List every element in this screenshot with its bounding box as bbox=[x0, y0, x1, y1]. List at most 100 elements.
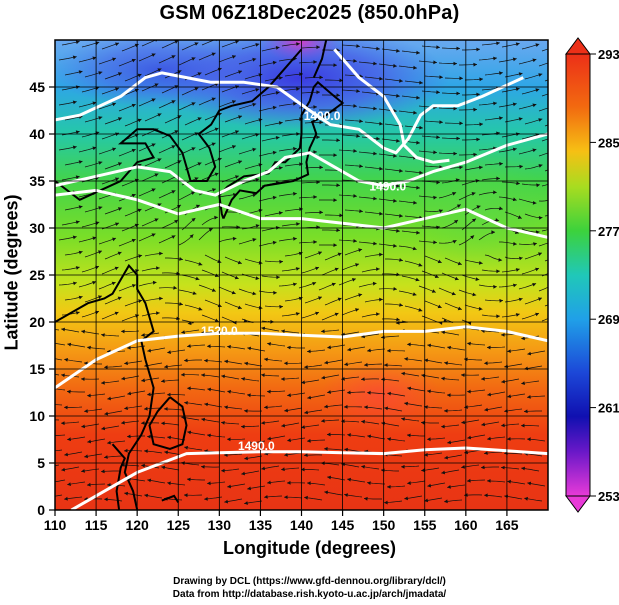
streamline-arrow bbox=[137, 118, 142, 123]
streamline-arrow bbox=[204, 358, 208, 363]
y-tick-label: 45 bbox=[29, 79, 45, 95]
streamline-arrow bbox=[319, 210, 323, 215]
streamline-arrow bbox=[255, 224, 260, 228]
streamline-arrow bbox=[521, 381, 525, 385]
streamline-arrow bbox=[121, 420, 125, 425]
streamline-arrow bbox=[558, 74, 562, 78]
streamline-arrow bbox=[117, 162, 122, 166]
streamline-arrow bbox=[241, 424, 245, 429]
streamline-arrow bbox=[507, 394, 511, 399]
streamline-arrow bbox=[364, 405, 368, 410]
streamline-arrow bbox=[173, 285, 177, 290]
streamline-arrow bbox=[78, 160, 83, 164]
streamline-arrow bbox=[321, 329, 325, 334]
streamline-arrow bbox=[532, 148, 537, 153]
streamline-arrow bbox=[367, 390, 371, 395]
streamline-arrow bbox=[293, 146, 297, 151]
streamline-arrow bbox=[341, 376, 345, 381]
streamline-arrow bbox=[313, 240, 317, 244]
streamline-arrow bbox=[296, 42, 300, 46]
streamline-arrow bbox=[247, 486, 251, 491]
streamline-arrow bbox=[114, 311, 119, 316]
streamline-arrow bbox=[98, 71, 103, 75]
streamline-arrow bbox=[195, 276, 200, 281]
streamline-arrow bbox=[424, 405, 428, 409]
streamline-arrow bbox=[267, 480, 271, 485]
coldest-core bbox=[260, 40, 340, 62]
streamline-arrow bbox=[437, 304, 442, 309]
streamline-arrow bbox=[75, 311, 80, 315]
streamline-arrow bbox=[184, 358, 188, 363]
streamline-arrow bbox=[171, 145, 176, 149]
contour-label: 1490.0 bbox=[238, 439, 275, 453]
streamline-arrow bbox=[316, 135, 320, 140]
streamline-arrow bbox=[491, 230, 495, 235]
streamline-arrow bbox=[437, 259, 442, 264]
streamline-arrow bbox=[161, 421, 165, 426]
streamline-arrow bbox=[318, 296, 322, 300]
streamline-arrow bbox=[238, 160, 242, 164]
streamline-arrow bbox=[293, 236, 297, 241]
streamline-arrow bbox=[61, 421, 65, 426]
streamline-arrow bbox=[197, 117, 202, 121]
streamline-arrow bbox=[252, 238, 257, 242]
streamline-arrow bbox=[144, 493, 148, 498]
streamline-arrow bbox=[353, 59, 357, 63]
streamline-arrow bbox=[484, 451, 488, 455]
streamline-arrow bbox=[344, 362, 348, 367]
streamline-arrow bbox=[441, 424, 445, 429]
streamline-arrow bbox=[538, 216, 543, 220]
streamline-arrow bbox=[552, 150, 556, 154]
contour-label: 1490.0 bbox=[369, 179, 406, 193]
colorbar-tick-label: 293 bbox=[598, 47, 619, 62]
streamline-arrow bbox=[447, 440, 451, 445]
streamline-arrow bbox=[413, 200, 417, 205]
streamline-arrow bbox=[353, 149, 357, 153]
streamline-arrow bbox=[558, 119, 562, 123]
streamline-arrow bbox=[252, 102, 257, 107]
streamline-arrow bbox=[518, 117, 523, 121]
streamline-arrow bbox=[431, 289, 436, 293]
coastline bbox=[55, 263, 155, 510]
streamline-arrow bbox=[517, 215, 522, 219]
streamline-arrow bbox=[267, 389, 271, 394]
streamline-arrow bbox=[191, 57, 196, 61]
streamline-arrow bbox=[404, 401, 408, 406]
x-axis-ticks: 110 115 120 125 130 135 140 145 150 155 160 165 bbox=[44, 510, 519, 533]
colorbar-tick-label: 261 bbox=[598, 401, 619, 416]
streamline-arrow bbox=[381, 421, 386, 426]
streamline-arrow bbox=[247, 346, 252, 351]
streamline-arrow bbox=[194, 42, 199, 46]
streamline-arrow bbox=[214, 215, 218, 220]
streamline-arrow bbox=[132, 284, 136, 288]
streamline-arrow bbox=[227, 484, 231, 489]
streamline-arrow bbox=[379, 252, 383, 257]
streamline-arrow bbox=[272, 150, 277, 155]
streamline-arrow bbox=[439, 120, 443, 124]
streamline-arrow bbox=[64, 358, 68, 362]
y-tick-label: 35 bbox=[29, 173, 45, 189]
streamline-arrow bbox=[159, 251, 163, 256]
streamline-arrow bbox=[261, 421, 265, 425]
streamline-arrow bbox=[98, 250, 102, 254]
streamline-arrow bbox=[296, 222, 300, 226]
streamline-arrow bbox=[112, 147, 116, 152]
streamline-arrow bbox=[281, 377, 285, 381]
streamline-arrow bbox=[555, 180, 559, 184]
streamline-arrow bbox=[111, 281, 116, 286]
streamline-arrow bbox=[519, 164, 523, 169]
streamline-arrow bbox=[467, 435, 472, 440]
streamline-arrow bbox=[301, 380, 305, 385]
streamline-arrow bbox=[558, 254, 562, 258]
streamline-arrow bbox=[459, 121, 463, 126]
streamline-arrow bbox=[244, 501, 248, 505]
streamline-arrow bbox=[231, 100, 236, 104]
streamline bbox=[541, 183, 548, 187]
streamline-arrow bbox=[272, 195, 277, 200]
streamline-arrow bbox=[419, 125, 423, 130]
streamline-arrow bbox=[204, 402, 209, 407]
contour-label: 1400.0 bbox=[304, 109, 341, 123]
streamline-arrow bbox=[419, 170, 423, 175]
streamline-arrow bbox=[501, 379, 505, 384]
streamline-arrow bbox=[157, 68, 162, 72]
